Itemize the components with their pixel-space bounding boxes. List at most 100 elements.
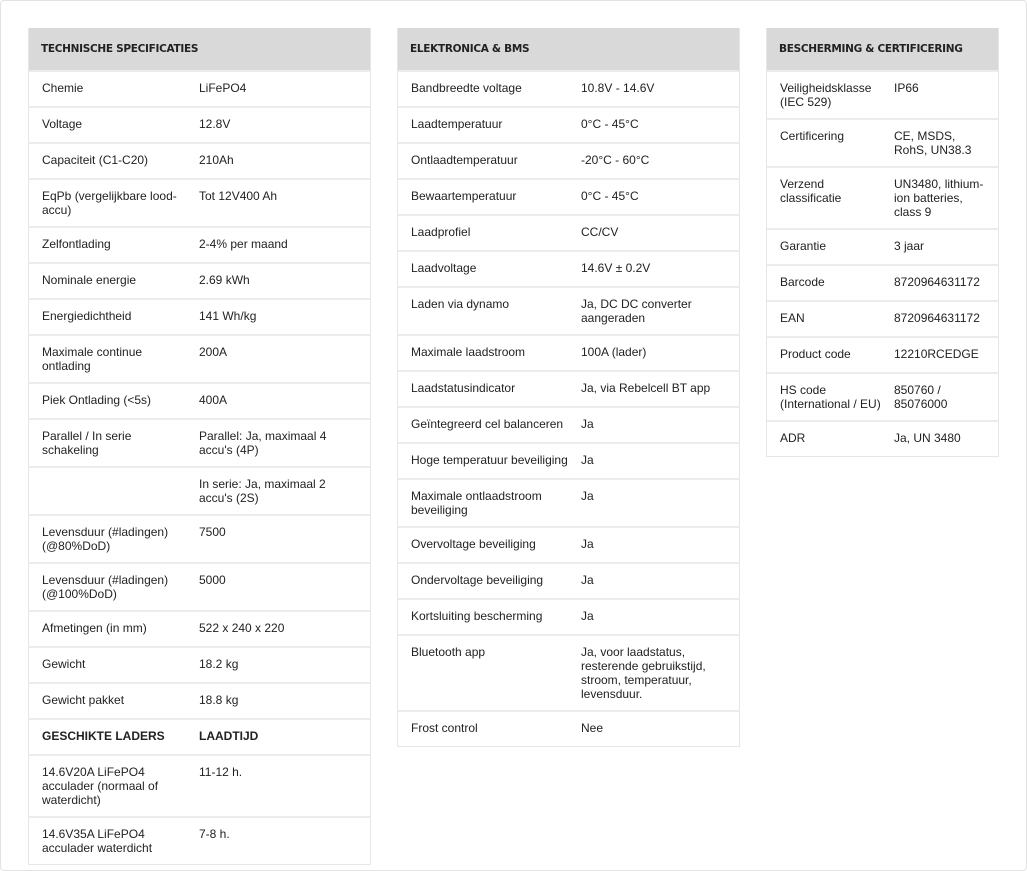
- table-row: 14.6V20A LiFePO4 acculader (normaal of w…: [29, 754, 370, 816]
- spec-label: Voltage: [42, 117, 83, 131]
- spec-label: EAN: [780, 311, 805, 325]
- table-row: Gewicht pakket 18.8 kg: [29, 682, 370, 718]
- spec-value: IP66: [894, 81, 919, 95]
- table-row: Verzend classificatie UN3480, lithium-io…: [767, 166, 998, 228]
- table-row: EqPb (vergelijkbare lood-accu) Tot 12V40…: [29, 178, 370, 226]
- table-row: 14.6V35A LiFePO4 acculader waterdicht 7-…: [29, 816, 370, 864]
- table-row: Barcode 8720964631172: [767, 264, 998, 300]
- table-row: Laadvoltage 14.6V ± 0.2V: [398, 250, 739, 286]
- table-technische-specificaties: Technische specificaties Chemie LiFePO4 …: [28, 28, 371, 865]
- spec-label: Laadvoltage: [411, 261, 477, 275]
- table-row: Gewicht 18.2 kg: [29, 646, 370, 682]
- spec-value: In serie: Ja, maximaal 2 accu's (2S): [199, 477, 326, 505]
- table-row: Piek Ontlading (<5s) 400A: [29, 382, 370, 418]
- table-row: EAN 8720964631172: [767, 300, 998, 336]
- spec-value: Ja: [581, 609, 594, 623]
- spec-value: 12.8V: [199, 117, 231, 131]
- spec-label: Bluetooth app: [411, 645, 486, 659]
- table-row: Hoge temperatuur beveiliging Ja: [398, 442, 739, 478]
- table-row: HS code (International / EU) 850760 / 85…: [767, 372, 998, 420]
- spec-value: 7-8 h.: [199, 827, 230, 841]
- spec-label: Laden via dynamo: [411, 297, 510, 311]
- spec-label: Parallel / In serie schakeling: [42, 429, 132, 457]
- spec-label: Laadtemperatuur: [411, 117, 503, 131]
- spec-value: Ja: [581, 417, 594, 431]
- spec-label: Levensduur (#ladingen) (@100%DoD): [42, 573, 169, 601]
- spec-label: Product code: [780, 347, 851, 361]
- spec-value: 0°C - 45°C: [581, 189, 639, 203]
- table-row: Laadstatusindicator Ja, via Rebelcell BT…: [398, 370, 739, 406]
- spec-value: Parallel: Ja, maximaal 4 accu's (4P): [199, 429, 327, 457]
- spec-value: UN3480, lithium-ion batteries, class 9: [894, 177, 984, 219]
- table-row: ADR Ja, UN 3480: [767, 420, 998, 456]
- spec-value: Ja: [581, 573, 594, 587]
- table-row: Maximale laadstroom 100A (lader): [398, 334, 739, 370]
- table-row: GESCHIKTE LADERS LAADTIJD: [29, 718, 370, 754]
- table-row: Afmetingen (in mm) 522 x 240 x 220: [29, 610, 370, 646]
- spec-value: 5000: [199, 573, 226, 587]
- spec-label: Hoge temperatuur beveiliging: [411, 453, 568, 467]
- table-row: Bewaartemperatuur 0°C - 45°C: [398, 178, 739, 214]
- spec-label: Garantie: [780, 239, 827, 253]
- table-row: Levensduur (#ladingen) (@80%DoD) 7500: [29, 514, 370, 562]
- spec-label: Kortsluiting bescherming: [411, 609, 543, 623]
- table-row: Ontlaadtemperatuur -20°C - 60°C: [398, 142, 739, 178]
- table-row: Geïntegreerd cel balanceren Ja: [398, 406, 739, 442]
- spec-value: Ja: [581, 489, 594, 503]
- spec-value: 400A: [199, 393, 228, 407]
- spec-label: Afmetingen (in mm): [42, 621, 147, 635]
- spec-value: Ja, via Rebelcell BT app: [581, 381, 711, 395]
- table-row: Parallel / In serie schakeling Parallel:…: [29, 418, 370, 466]
- spec-value: Ja: [581, 537, 594, 551]
- table-row: Veiligheidsklasse (IEC 529) IP66: [767, 70, 998, 118]
- spec-value: CC/CV: [581, 225, 619, 239]
- table-row: Garantie 3 jaar: [767, 228, 998, 264]
- spec-value: 0°C - 45°C: [581, 117, 639, 131]
- spec-value: Ja, DC DC converter aangeraden: [581, 297, 692, 325]
- spec-label: Verzend classificatie: [780, 177, 842, 205]
- spec-value: LAADTIJD: [199, 729, 259, 743]
- spec-value: 18.8 kg: [199, 693, 239, 707]
- spec-label: Gewicht: [42, 657, 86, 671]
- spec-label: Piek Ontlading (<5s): [42, 393, 152, 407]
- spec-value: 210Ah: [199, 153, 234, 167]
- spec-label: EqPb (vergelijkbare lood-accu): [42, 189, 177, 217]
- spec-label: Capaciteit (C1-C20): [42, 153, 149, 167]
- table-row: Zelfontlading 2-4% per maand: [29, 226, 370, 262]
- spec-value: 10.8V - 14.6V: [581, 81, 655, 95]
- spec-value: Tot 12V400 Ah: [199, 189, 278, 203]
- table-row: Laadtemperatuur 0°C - 45°C: [398, 106, 739, 142]
- table-row: Certificering CE, MSDS, RohS, UN38.3: [767, 118, 998, 166]
- table-row: Frost control Nee: [398, 710, 739, 746]
- spec-value: 11-12 h.: [199, 765, 243, 779]
- spec-label: Laadstatusindicator: [411, 381, 516, 395]
- spec-value: 12210RCEDGE: [894, 347, 979, 361]
- table-row: Maximale ontlaadstroom beveiliging Ja: [398, 478, 739, 526]
- spec-value: 3 jaar: [894, 239, 925, 253]
- spec-label: Levensduur (#ladingen) (@80%DoD): [42, 525, 169, 553]
- spec-label: Geïntegreerd cel balanceren: [411, 417, 564, 431]
- spec-label: HS code (International / EU): [780, 383, 881, 411]
- table-row: Laden via dynamo Ja, DC DC converter aan…: [398, 286, 739, 334]
- spec-label: [29, 477, 199, 505]
- table-row: Laadprofiel CC/CV: [398, 214, 739, 250]
- table-row: Nominale energie 2.69 kWh: [29, 262, 370, 298]
- spec-value: Nee: [581, 721, 604, 735]
- table-title: Bescherming & Certificering: [767, 28, 998, 70]
- spec-value: 850760 / 85076000: [894, 383, 948, 411]
- spec-label: Gewicht pakket: [42, 693, 125, 707]
- table-row: Bandbreedte voltage 10.8V - 14.6V: [398, 70, 739, 106]
- table-row: Ondervoltage beveiliging Ja: [398, 562, 739, 598]
- spec-label: Ondervoltage beveiliging: [411, 573, 544, 587]
- table-row: Bluetooth app Ja, voor laadstatus, reste…: [398, 634, 739, 710]
- spec-label: GESCHIKTE LADERS: [42, 729, 165, 743]
- spec-label: 14.6V35A LiFePO4 acculader waterdicht: [42, 827, 153, 855]
- spec-label: Laadprofiel: [411, 225, 471, 239]
- spec-value: 8720964631172: [894, 275, 980, 289]
- spec-value: 14.6V ± 0.2V: [581, 261, 651, 275]
- table-title: Elektronica & BMS: [398, 28, 739, 70]
- spec-value: 100A (lader): [581, 345, 647, 359]
- table-bescherming-certificering: Bescherming & Certificering Veiligheidsk…: [766, 28, 999, 457]
- spec-label: Energiedichtheid: [42, 309, 132, 323]
- spec-label: Bandbreedte voltage: [411, 81, 522, 95]
